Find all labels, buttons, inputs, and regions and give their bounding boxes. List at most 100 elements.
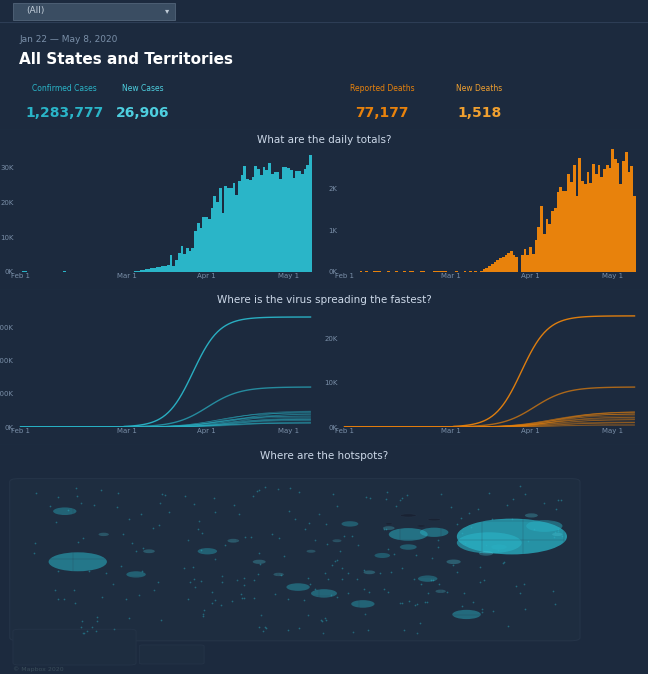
Bar xyxy=(257,169,260,272)
Bar xyxy=(373,271,376,272)
Bar xyxy=(205,217,208,272)
Bar xyxy=(586,173,590,272)
Bar xyxy=(279,179,282,272)
Bar xyxy=(546,219,548,272)
Bar xyxy=(145,270,148,272)
Bar xyxy=(614,159,617,272)
Bar xyxy=(502,257,505,272)
Bar xyxy=(480,271,483,272)
Bar xyxy=(143,270,145,272)
Bar xyxy=(633,195,636,272)
Bar xyxy=(499,258,502,272)
Bar xyxy=(273,172,276,272)
Bar xyxy=(590,183,592,272)
Bar xyxy=(271,175,273,272)
Bar xyxy=(628,172,631,272)
Bar xyxy=(554,208,557,272)
Bar xyxy=(161,266,164,272)
Bar xyxy=(565,191,568,272)
Bar xyxy=(548,224,551,272)
Bar xyxy=(395,271,398,272)
Bar xyxy=(224,186,227,272)
Bar xyxy=(608,168,611,272)
Bar xyxy=(378,271,382,272)
Bar xyxy=(202,216,205,272)
Bar xyxy=(568,174,570,272)
Bar xyxy=(513,255,516,272)
Text: What are the daily totals?: What are the daily totals? xyxy=(257,135,391,145)
Bar xyxy=(516,257,518,272)
Bar xyxy=(287,168,290,272)
Text: 77,177: 77,177 xyxy=(356,106,409,120)
Bar xyxy=(241,175,244,272)
Text: ▾: ▾ xyxy=(165,7,169,16)
Bar xyxy=(387,271,389,272)
Bar xyxy=(510,251,513,272)
Bar xyxy=(189,251,192,272)
Bar xyxy=(559,187,562,272)
Bar xyxy=(521,255,524,272)
Bar xyxy=(592,164,595,272)
Bar xyxy=(524,249,526,272)
Bar xyxy=(551,210,554,272)
Bar xyxy=(307,165,309,272)
Bar xyxy=(159,267,161,272)
Bar xyxy=(213,195,216,272)
Bar xyxy=(573,165,575,272)
Bar xyxy=(211,208,213,272)
Bar xyxy=(298,171,301,272)
Bar xyxy=(170,255,172,272)
Bar xyxy=(139,270,143,272)
Bar xyxy=(282,166,284,272)
Bar xyxy=(276,172,279,272)
Bar xyxy=(295,171,298,272)
Bar xyxy=(137,271,139,272)
Text: Confirmed Cases: Confirmed Cases xyxy=(32,84,97,94)
Bar xyxy=(290,170,293,272)
Bar xyxy=(175,260,178,272)
Bar xyxy=(579,158,581,272)
Bar xyxy=(535,240,537,272)
Bar xyxy=(260,175,262,272)
Bar xyxy=(617,163,619,272)
Bar xyxy=(304,169,307,272)
Bar xyxy=(167,265,170,272)
Bar xyxy=(622,160,625,272)
Bar xyxy=(584,185,586,272)
Bar xyxy=(606,165,608,272)
Bar xyxy=(595,173,597,272)
FancyBboxPatch shape xyxy=(13,3,175,20)
Bar xyxy=(284,166,287,272)
Text: 1,283,777: 1,283,777 xyxy=(26,106,104,120)
Bar xyxy=(192,249,194,272)
Bar xyxy=(625,152,628,272)
Bar xyxy=(251,177,255,272)
Bar xyxy=(249,180,251,272)
Bar xyxy=(227,188,230,272)
Bar xyxy=(301,174,304,272)
Bar xyxy=(200,228,202,272)
Bar xyxy=(150,268,153,272)
Bar xyxy=(230,188,233,272)
Bar xyxy=(183,253,186,272)
Bar xyxy=(268,163,271,272)
Text: 1,518: 1,518 xyxy=(457,106,502,120)
Bar xyxy=(255,166,257,272)
Bar xyxy=(164,266,167,272)
Bar xyxy=(557,192,559,272)
Bar xyxy=(540,206,543,272)
Bar xyxy=(494,262,496,272)
Bar xyxy=(575,195,579,272)
Bar xyxy=(208,219,211,272)
Bar xyxy=(194,231,197,272)
Text: New Cases: New Cases xyxy=(122,84,163,94)
Bar xyxy=(603,169,606,272)
Text: Where are the hotspots?: Where are the hotspots? xyxy=(260,451,388,461)
Bar xyxy=(507,253,510,272)
Text: 26,906: 26,906 xyxy=(116,106,169,120)
Bar xyxy=(238,181,241,272)
Bar xyxy=(631,166,633,272)
Bar xyxy=(505,255,507,272)
Bar xyxy=(496,260,499,272)
Bar xyxy=(222,213,224,272)
